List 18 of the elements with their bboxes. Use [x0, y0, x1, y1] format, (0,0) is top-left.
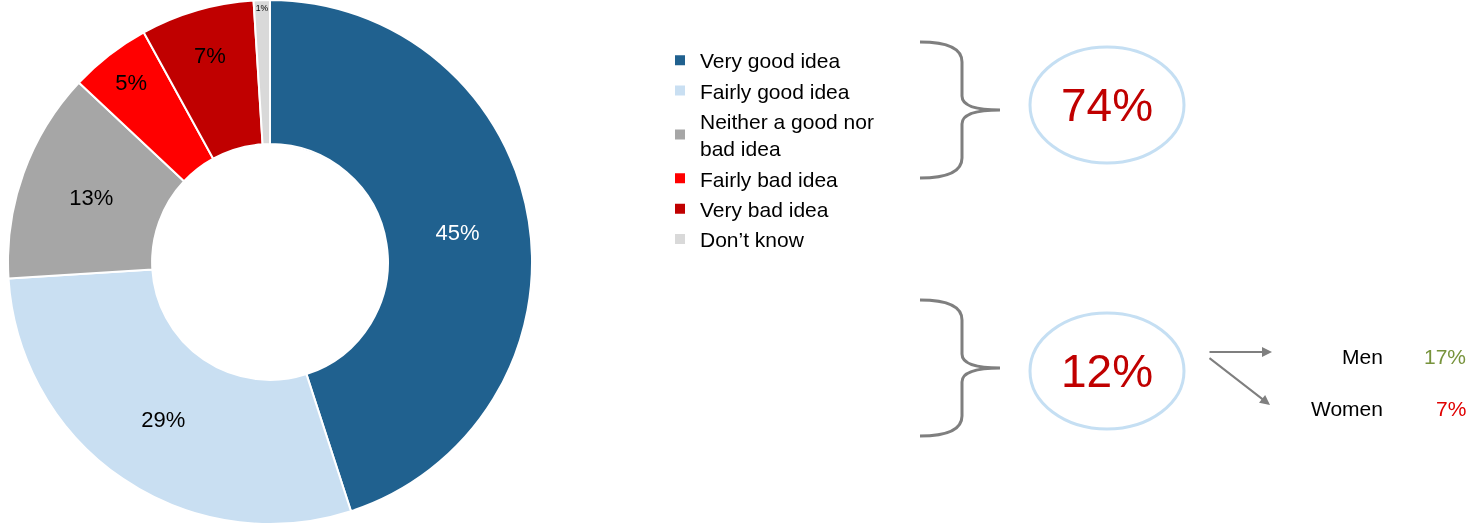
data-label: 1%	[255, 3, 269, 14]
legend-label: Neither a good nor bad idea	[700, 109, 874, 161]
legend-label: Very bad idea	[700, 197, 829, 221]
text: Women	[1311, 397, 1383, 420]
data-label: 5%	[115, 70, 148, 96]
text: Men	[1342, 345, 1383, 368]
data-label: 7%	[194, 42, 226, 68]
legend-label: Fairly bad idea	[700, 167, 839, 191]
legend-label: Fairly good idea	[700, 79, 850, 103]
data-label: 45%	[435, 219, 480, 245]
legend-label: Very good idea	[700, 49, 841, 73]
text: 74%	[1061, 79, 1154, 131]
data-label: 13%	[69, 185, 114, 211]
text: 12%	[1061, 345, 1154, 397]
legend-label: Don’t know	[700, 228, 805, 252]
text: 7%	[1436, 397, 1467, 420]
text: 17%	[1424, 345, 1467, 368]
data-label: 29%	[141, 406, 186, 432]
